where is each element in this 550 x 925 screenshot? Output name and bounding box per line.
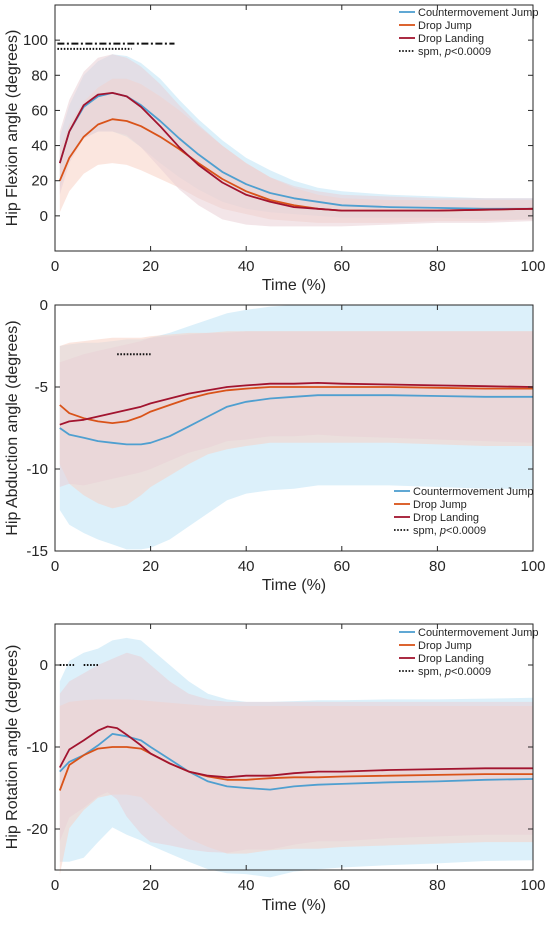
x-axis-label: Time (%) <box>262 897 326 914</box>
chart-panel-2: 0 20 40 60 80 100 -15 -10 -5 0 Time (%) Hip Abducti… <box>4 297 546 594</box>
y-tick-label: 40 <box>31 138 48 155</box>
x-tick-label: 40 <box>238 258 255 275</box>
legend-entry-1: Countermovement Jump <box>418 627 538 639</box>
legend-entry-3: Drop Landing <box>413 512 479 524</box>
series-line-1 <box>59 394 533 446</box>
chart-panel-3: 0 20 40 60 80 100 -20 -10 0 Time (%) Hip Rotation … <box>4 623 546 914</box>
y-tick-label: 60 <box>31 102 48 119</box>
x-tick-label: 60 <box>333 558 350 575</box>
y-tick-label: 0 <box>40 657 48 674</box>
x-axis-label: Time (%) <box>262 577 326 594</box>
y-tick-label: -10 <box>26 461 48 478</box>
legend-entry-3: Drop Landing <box>418 653 484 665</box>
x-tick-label: 40 <box>238 558 255 575</box>
y-tick-label: 0 <box>40 297 48 314</box>
x-tick-label: 20 <box>142 558 159 575</box>
y-tick-label: -15 <box>26 543 48 560</box>
x-tick-label: 60 <box>333 258 350 275</box>
legend-entry-2: Drop Jump <box>418 20 472 32</box>
plot-frame <box>54 4 534 252</box>
plot-frame <box>54 304 534 552</box>
y-axis-label: Hip Rotation angle (degrees) <box>4 645 21 850</box>
x-tick-label: 80 <box>429 877 446 894</box>
x-tick-label: 100 <box>520 877 545 894</box>
sd-band-3 <box>59 331 534 487</box>
x-tick-label: 100 <box>520 258 545 275</box>
legend-entry-1: Countermovement Jump <box>418 7 538 19</box>
legend-entry-spm: spm, p<0.0009 <box>418 666 491 678</box>
x-tick-label: 100 <box>520 558 545 575</box>
y-tick-label: 100 <box>23 32 48 49</box>
y-tick-label: -20 <box>26 821 48 838</box>
chart-panel-1: 0 20 40 60 80 100 0 20 40 60 80 100 Time (%) Hip Flex… <box>4 4 546 294</box>
x-tick-label: 0 <box>51 877 59 894</box>
legend-spm-suffix: <0.0009 <box>451 666 491 678</box>
legend-entry-spm: spm, p<0.0009 <box>418 46 491 58</box>
legend-spm-prefix: spm, <box>413 525 440 537</box>
series-line-3 <box>59 381 534 426</box>
legend-entry-2: Drop Jump <box>413 499 467 511</box>
y-tick-label: 20 <box>31 173 48 190</box>
x-tick-label: 20 <box>142 258 159 275</box>
legend-spm-prefix: spm, <box>418 666 445 678</box>
x-tick-label: 80 <box>429 558 446 575</box>
legend-spm-prefix: spm, <box>418 46 445 58</box>
legend-entry-1: Countermovement Jump <box>413 486 533 498</box>
x-tick-label: 0 <box>51 558 59 575</box>
y-tick-label: -10 <box>26 739 48 756</box>
legend-entry-2: Drop Jump <box>418 640 472 652</box>
legend-entry-3: Drop Landing <box>418 33 484 45</box>
x-tick-label: 0 <box>51 258 59 275</box>
legend-spm-p: p <box>439 525 446 537</box>
legend-spm-p: p <box>444 46 451 58</box>
series-line-2 <box>59 386 533 425</box>
y-tick-label: 0 <box>40 208 48 225</box>
x-axis-label: Time (%) <box>262 277 326 294</box>
x-tick-label: 20 <box>142 877 159 894</box>
y-axis-label: Hip Abduction angle (degrees) <box>4 320 21 535</box>
legend-spm-suffix: <0.0009 <box>446 525 486 537</box>
series-line-1 <box>58 92 533 210</box>
legend-spm-p: p <box>444 666 451 678</box>
y-tick-label: 80 <box>31 67 48 84</box>
y-axis-label: Hip Flexion angle (degrees) <box>4 30 21 227</box>
series-line-3 <box>59 725 533 779</box>
sd-band-3 <box>59 652 534 853</box>
legend-spm-suffix: <0.0009 <box>451 46 491 58</box>
x-tick-label: 80 <box>429 258 446 275</box>
x-tick-label: 40 <box>238 877 255 894</box>
sd-band-3 <box>59 54 534 227</box>
series-line-3 <box>58 92 534 212</box>
legend-entry-spm: spm, p<0.0009 <box>413 525 486 537</box>
y-tick-label: -5 <box>35 379 48 396</box>
x-tick-label: 60 <box>333 877 350 894</box>
series-line-1 <box>59 733 534 791</box>
